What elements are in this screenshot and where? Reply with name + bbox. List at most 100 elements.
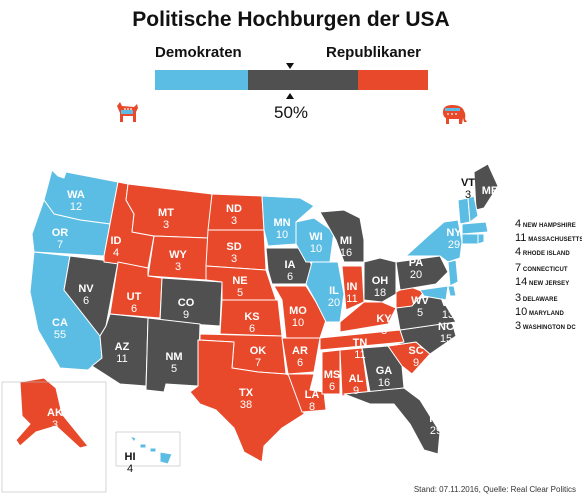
state-votes-NV: 6: [83, 295, 89, 307]
state-label-MT: MT: [158, 207, 174, 219]
state-votes-ME: 4: [487, 197, 493, 209]
state-votes-TN: 11: [354, 349, 365, 361]
state-label-NE: NE: [232, 275, 247, 287]
state-shape-MI: [319, 209, 365, 263]
state-votes-MN: 10: [276, 229, 288, 241]
alaska-inset-frame: [1, 381, 107, 493]
state-votes-MO: 10: [292, 317, 304, 329]
state-label-AK: AK: [47, 407, 63, 419]
state-label-MS: MS: [324, 369, 341, 381]
state-votes-ND: 3: [231, 215, 237, 227]
small-state-votes: 10: [515, 306, 528, 318]
state-label-IL: IL: [329, 285, 339, 297]
state-label-AL: AL: [349, 373, 364, 385]
state-votes-OR: 7: [57, 239, 63, 251]
state-label-NY: NY: [446, 227, 462, 239]
state-label-GA: GA: [376, 365, 393, 377]
state-label-ND: ND: [226, 203, 242, 215]
small-state-name: WASHINGTON DC: [521, 325, 576, 331]
state-votes-FL: 29: [430, 425, 442, 437]
state-votes-VT: 3: [465, 189, 471, 201]
donkey-icon: [117, 102, 138, 122]
state-shape-IL: [305, 261, 345, 323]
state-label-CA: CA: [52, 317, 68, 329]
state-label-NM: NM: [165, 351, 182, 363]
state-votes-WV: 5: [417, 307, 423, 319]
small-state-votes: 3: [515, 320, 522, 332]
small-state-row: 7 CONNECTICUT: [515, 262, 568, 274]
state-shape-DE: [447, 285, 457, 297]
small-state-row: 10 MARYLAND: [515, 306, 564, 318]
state-votes-NE: 5: [237, 287, 243, 299]
state-shape-NM: [145, 317, 201, 393]
state-label-SD: SD: [226, 241, 241, 253]
state-label-WI: WI: [309, 231, 322, 243]
state-votes-AK: 3: [52, 419, 58, 431]
state-shape-FL: [343, 387, 441, 455]
state-label-CO: CO: [178, 297, 195, 309]
state-label-TN: TN: [353, 337, 368, 349]
elephant-icon: [443, 105, 467, 124]
state-votes-GA: 16: [378, 377, 390, 389]
state-votes-TX: 38: [240, 399, 252, 411]
state-votes-IA: 6: [287, 271, 293, 283]
small-state-row: 3 DELAWARE: [515, 292, 558, 304]
legend-bar-dem: [155, 70, 248, 90]
state-label-HI: HI: [125, 451, 136, 463]
state-label-IN: IN: [347, 281, 358, 293]
state-label-UT: UT: [127, 291, 142, 303]
state-votes-MT: 3: [163, 219, 169, 231]
state-shape-MA: [461, 221, 489, 235]
state-shape-GA: [361, 345, 405, 393]
small-state-name: NEW JERSEY: [527, 281, 570, 287]
state-label-KY: KY: [376, 313, 392, 325]
state-label-ME: ME: [482, 185, 499, 197]
legend-dem-label: Demokraten: [155, 44, 242, 61]
state-shape-AK: [15, 377, 89, 449]
small-state-row: 4 NEW HAMPSHIRE: [515, 218, 576, 230]
state-shape-RI: [477, 233, 485, 245]
state-label-KS: KS: [244, 311, 259, 323]
small-state-votes: 11: [515, 232, 527, 244]
small-state-votes: 4: [515, 218, 522, 230]
state-shape-MD: [419, 285, 449, 301]
small-state-votes: 14: [515, 276, 528, 288]
state-label-ID: ID: [111, 235, 122, 247]
state-votes-SC: 9: [413, 357, 419, 369]
state-votes-KY: 8: [381, 325, 387, 337]
state-votes-CO: 9: [183, 309, 189, 321]
small-state-name: DELAWARE: [521, 297, 558, 303]
state-votes-UT: 6: [131, 303, 137, 315]
hawaii-inset-frame: [115, 431, 181, 467]
state-votes-ID: 4: [113, 247, 119, 259]
state-label-NV: NV: [78, 283, 94, 295]
legend-rep-label: Republikaner: [326, 44, 422, 61]
state-label-MI: MI: [340, 235, 352, 247]
small-state-name: MARYLAND: [527, 311, 564, 317]
state-label-VT: VT: [461, 177, 475, 189]
small-state-row: 11 MASSACHUSETTS: [515, 232, 582, 244]
state-votes-NY: 29: [448, 239, 460, 251]
small-state-votes: 3: [515, 292, 522, 304]
state-votes-AR: 6: [297, 357, 303, 369]
state-label-IA: IA: [285, 259, 296, 271]
state-shape-HI: [129, 435, 173, 465]
state-votes-IL: 20: [328, 297, 340, 309]
state-votes-CA: 55: [54, 329, 66, 341]
state-shape-TX: [189, 339, 305, 463]
state-shape-NC: [387, 321, 457, 355]
small-state-name: RHODE ISLAND: [521, 251, 570, 257]
state-label-PA: PA: [409, 257, 424, 269]
state-votes-WI: 10: [310, 243, 322, 255]
state-label-MN: MN: [273, 217, 290, 229]
state-shape-MO: [273, 285, 327, 339]
legend-bar-rep: [358, 70, 428, 90]
state-label-TX: TX: [239, 387, 254, 399]
state-votes-AL: 9: [353, 385, 359, 397]
state-label-WV: WV: [411, 295, 429, 307]
state-votes-HI: 4: [127, 463, 133, 475]
state-label-VA: VA: [441, 297, 456, 309]
state-votes-WA: 12: [70, 201, 82, 213]
state-shape-AR: [281, 337, 321, 375]
